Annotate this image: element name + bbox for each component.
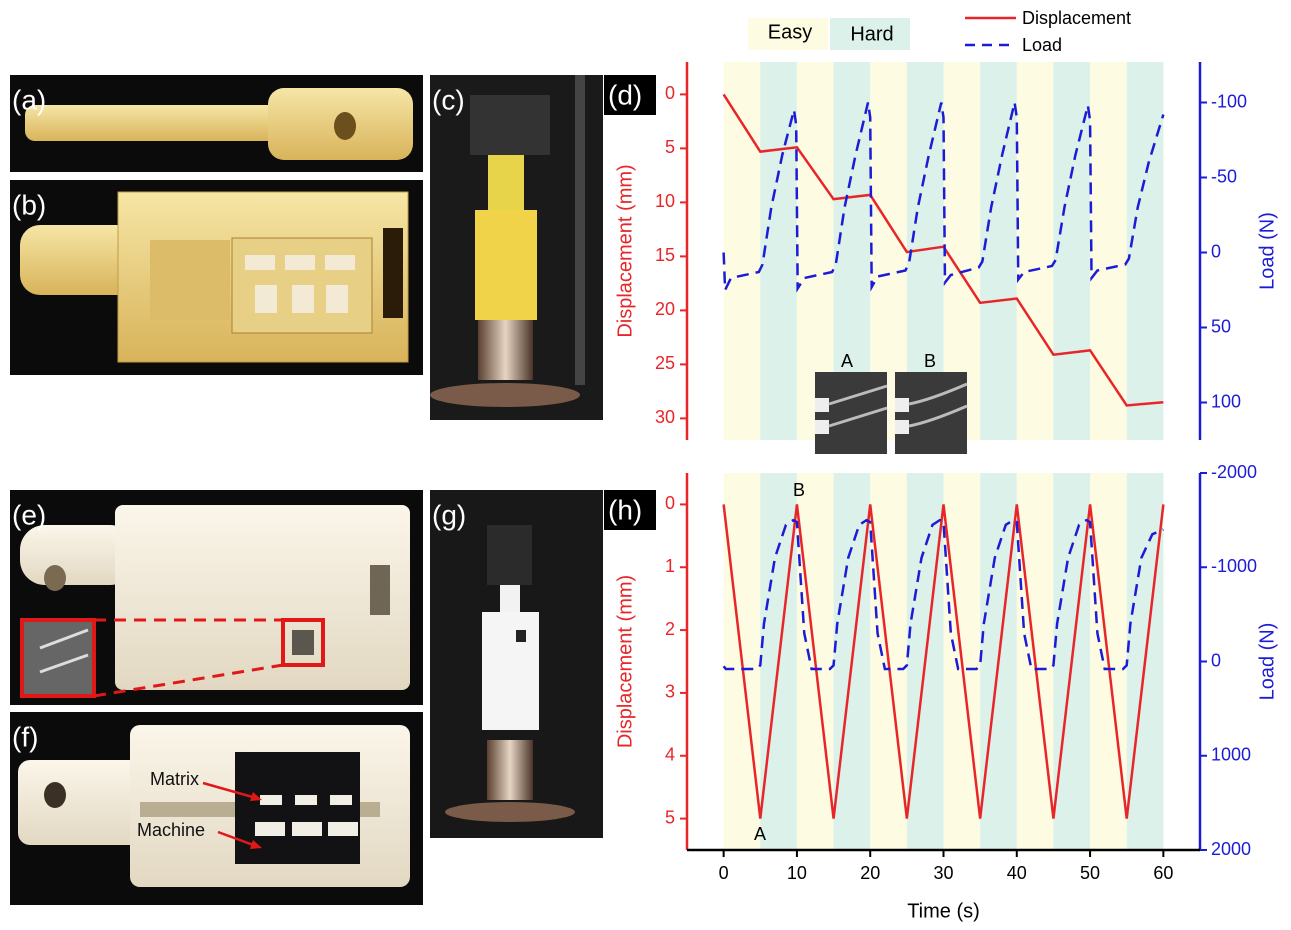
phase-band [1090,62,1127,440]
x-tick-label: 50 [1080,863,1100,883]
y-tick-label: 4 [665,745,675,765]
panel-label: (g) [432,499,466,530]
panel-label: (d) [608,79,642,110]
annotation: Matrix [150,769,199,789]
photo-b: (b) [10,180,423,375]
x-tick-label: 0 [719,863,729,883]
y2-tick-label: 0 [1211,650,1221,670]
panel-label: (h) [608,494,642,525]
legend-label: Easy [768,21,812,43]
annotation: Machine [137,820,205,840]
panel-label: (a) [12,84,46,115]
annotation: B [793,480,805,500]
phase-band [1017,62,1054,440]
y-tick-label: 5 [665,137,675,157]
y-tick-label: 30 [655,407,675,427]
y-tick-label: 20 [655,299,675,319]
y-axis-label: Displacement (mm) [614,164,636,337]
y-tick-label: 10 [655,191,675,211]
y2-tick-label: 0 [1211,241,1221,261]
legend-label: Hard [850,23,893,45]
y-tick-label: 2 [665,619,675,639]
y-tick-label: 1 [665,556,675,576]
photo-a: (a) [10,75,423,172]
phase-band [724,62,761,440]
y-tick-label: 25 [655,353,675,373]
photo-g: (g) [430,490,603,838]
x-axis-label: Time (s) [907,900,980,922]
x-tick-label: 20 [860,863,880,883]
photo-f: Matrix Machine (f) [10,712,423,905]
panel-label: (c) [432,84,465,115]
y2-axis-label: Load (N) [1256,212,1278,290]
panel-label: (b) [12,189,46,220]
y2-tick-label: 1000 [1211,745,1251,765]
y2-tick-label: -2000 [1211,462,1257,482]
y2-tick-label: -50 [1211,166,1237,186]
y-tick-label: 15 [655,245,675,265]
x-tick-label: 40 [1007,863,1027,883]
y2-tick-label: -1000 [1211,556,1257,576]
annotation: A [754,824,766,844]
y-tick-label: 3 [665,682,675,702]
x-tick-label: 60 [1153,863,1173,883]
y-tick-label: 0 [665,83,675,103]
y2-tick-label: 50 [1211,316,1231,336]
y-tick-label: 0 [665,493,675,513]
annotation: B [924,351,936,371]
y2-tick-label: -100 [1211,91,1247,111]
annotation: A [841,351,853,371]
x-tick-label: 10 [787,863,807,883]
photo-c: (c) [430,75,603,420]
panel-label: (f) [12,721,38,752]
y2-tick-label: 2000 [1211,839,1251,859]
photo-e: (e) [10,490,423,705]
x-tick-label: 30 [933,863,953,883]
panel-label: (e) [12,499,46,530]
y-axis-label: Displacement (mm) [614,575,636,748]
y-tick-label: 5 [665,807,675,827]
legend-label: Displacement [1022,8,1131,28]
legend-label: Load [1022,35,1062,55]
phase-band [1127,62,1164,440]
y2-tick-label: 100 [1211,391,1241,411]
y2-axis-label: Load (N) [1256,623,1278,701]
figure: (a) (b) (c) (e) [0,0,1291,930]
